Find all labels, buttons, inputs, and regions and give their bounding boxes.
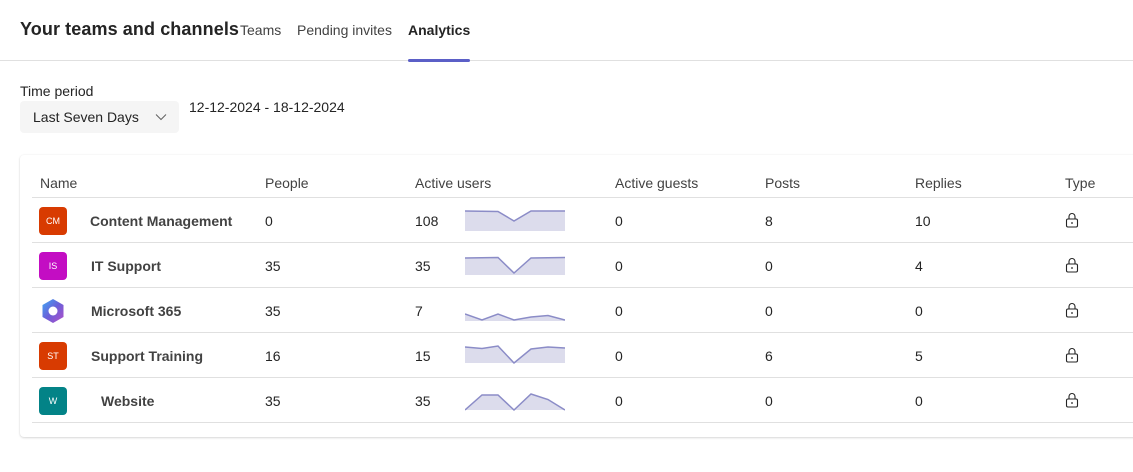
- replies-count: 10: [915, 213, 931, 229]
- chevron-down-icon: [155, 114, 167, 121]
- people-count: 35: [265, 258, 281, 274]
- analytics-table: Name People Active users Active guests P…: [32, 163, 1133, 423]
- team-avatar: ST: [39, 342, 67, 370]
- time-period-dropdown[interactable]: Last Seven Days: [20, 101, 179, 133]
- team-name[interactable]: IT Support: [91, 258, 161, 274]
- table-header: Name People Active users Active guests P…: [32, 163, 1133, 198]
- lock-icon: [1065, 213, 1079, 228]
- team-name[interactable]: Content Management: [90, 213, 233, 229]
- column-header-people[interactable]: People: [265, 175, 309, 191]
- team-avatar: IS: [39, 252, 67, 280]
- active-users-count: 108: [415, 213, 439, 229]
- tab-analytics[interactable]: Analytics: [408, 22, 471, 62]
- replies-count: 4: [915, 258, 923, 274]
- posts-count: 6: [765, 348, 773, 364]
- active-guests-count: 0: [615, 258, 623, 274]
- microsoft-365-logo-icon: [39, 297, 67, 325]
- table-row[interactable]: Microsoft 365 35 7 0 0 0: [32, 288, 1133, 333]
- date-range: 12-12-2024 - 18-12-2024: [189, 99, 345, 115]
- active-users-count: 35: [415, 258, 431, 274]
- column-header-type[interactable]: Type: [1065, 175, 1096, 191]
- active-users-sparkline: [465, 256, 565, 275]
- people-count: 0: [265, 213, 273, 229]
- replies-count: 0: [915, 393, 923, 409]
- replies-count: 0: [915, 303, 923, 319]
- posts-count: 8: [765, 213, 773, 229]
- active-users-sparkline: [465, 210, 565, 231]
- posts-count: 0: [765, 393, 773, 409]
- lock-icon: [1065, 258, 1079, 273]
- table-row[interactable]: ST Support Training 16 15 0 6 5: [32, 333, 1133, 378]
- table-row[interactable]: CM Content Management 0 108 0 8 10: [32, 198, 1133, 243]
- column-header-name[interactable]: Name: [40, 175, 78, 191]
- active-users-count: 7: [415, 303, 423, 319]
- people-count: 16: [265, 348, 281, 364]
- active-guests-count: 0: [615, 348, 623, 364]
- time-period-value: Last Seven Days: [33, 109, 139, 125]
- team-name[interactable]: Support Training: [91, 348, 203, 364]
- team-name[interactable]: Website: [101, 393, 155, 409]
- column-header-replies[interactable]: Replies: [915, 175, 962, 191]
- lock-icon: [1065, 348, 1079, 363]
- replies-count: 5: [915, 348, 923, 364]
- page-title: Your teams and channels: [20, 19, 240, 39]
- active-users-count: 15: [415, 348, 431, 364]
- team-name[interactable]: Microsoft 365: [91, 303, 182, 319]
- lock-icon: [1065, 303, 1079, 318]
- tab-teams[interactable]: Teams: [240, 22, 282, 38]
- active-guests-count: 0: [615, 303, 623, 319]
- column-header-active-users[interactable]: Active users: [415, 175, 492, 191]
- posts-count: 0: [765, 303, 773, 319]
- analytics-table-card: Name People Active users Active guests P…: [20, 155, 1133, 437]
- active-users-count: 35: [415, 393, 431, 409]
- team-avatar: CM: [39, 207, 67, 235]
- active-users-sparkline: [465, 313, 565, 321]
- column-header-active-guests[interactable]: Active guests: [615, 175, 699, 191]
- active-guests-count: 0: [615, 393, 623, 409]
- posts-count: 0: [765, 258, 773, 274]
- active-users-sparkline: [465, 393, 565, 412]
- table-row[interactable]: IS IT Support 35 35 0 0 4: [32, 243, 1133, 288]
- table-row[interactable]: W Website 35 35 0 0 0: [32, 378, 1133, 423]
- page-header: Your teams and channels Teams Pending in…: [0, 0, 1133, 62]
- people-count: 35: [265, 393, 281, 409]
- time-period-label: Time period: [20, 83, 94, 99]
- active-users-sparkline: [465, 345, 565, 365]
- team-avatar: W: [39, 387, 67, 415]
- lock-icon: [1065, 393, 1079, 408]
- active-guests-count: 0: [615, 213, 623, 229]
- people-count: 35: [265, 303, 281, 319]
- column-header-posts[interactable]: Posts: [765, 175, 801, 191]
- tab-pending-invites[interactable]: Pending invites: [297, 22, 392, 38]
